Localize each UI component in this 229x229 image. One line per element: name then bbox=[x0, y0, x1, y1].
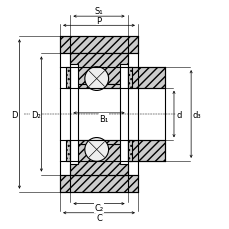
Polygon shape bbox=[60, 37, 137, 54]
Polygon shape bbox=[127, 141, 165, 161]
Circle shape bbox=[85, 138, 108, 162]
Polygon shape bbox=[66, 68, 70, 88]
Polygon shape bbox=[60, 175, 137, 192]
Text: S₁: S₁ bbox=[94, 7, 103, 16]
Text: B₁: B₁ bbox=[98, 114, 108, 123]
Polygon shape bbox=[127, 68, 131, 88]
Text: C: C bbox=[96, 213, 101, 222]
Polygon shape bbox=[70, 144, 127, 175]
Polygon shape bbox=[78, 141, 119, 144]
Text: d₃: d₃ bbox=[192, 110, 201, 119]
Polygon shape bbox=[127, 68, 165, 88]
Text: D: D bbox=[11, 110, 17, 119]
Polygon shape bbox=[78, 85, 119, 88]
Text: D₂: D₂ bbox=[31, 110, 40, 119]
Polygon shape bbox=[66, 141, 70, 161]
Text: C₂: C₂ bbox=[94, 203, 103, 212]
Polygon shape bbox=[70, 54, 127, 85]
Text: P: P bbox=[96, 17, 101, 26]
Polygon shape bbox=[127, 141, 131, 161]
Text: d: d bbox=[176, 110, 181, 119]
Circle shape bbox=[85, 67, 108, 91]
